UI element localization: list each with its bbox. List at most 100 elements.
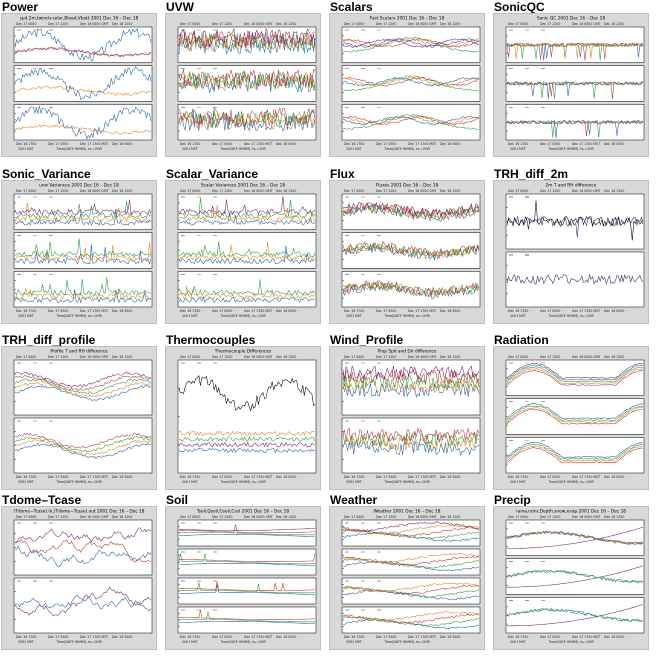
series-line (14, 66, 152, 100)
series-line (506, 442, 644, 458)
series-line (342, 204, 480, 221)
x-axis-label: Time(DATE HHMM), to.=2HR (383, 480, 430, 484)
bottom-tick-label: Dec 17 0500 (212, 142, 232, 146)
plot-title: Prop Spd and Dir difference (377, 349, 436, 355)
top-tick-label: Dec 18 0000 GMT (244, 355, 273, 359)
series-line (14, 242, 152, 262)
subplot-frame (177, 271, 317, 308)
series-line (15, 287, 152, 300)
bottom-tick-label: Dec 18 0500 (112, 142, 132, 146)
subplot-frame (13, 271, 153, 308)
top-tick-label: Dec 18 0000 GMT (80, 189, 109, 193)
plot-thumbnail[interactable]: Thermocouple Differences Dec 17 0000 Dec 1… (165, 346, 321, 490)
series-line (14, 85, 152, 96)
plot-thumbnail[interactable]: Prop Spd and Dir difference Dec 17 0000 De… (329, 346, 485, 490)
bottom-tick-label: Dec 18 0500 (276, 635, 296, 639)
plot-thumbnail[interactable]: 2m T and RH difference Dec 17 0000 Dec 17 … (493, 180, 649, 324)
top-tick-label: Dec 17 0000 (344, 189, 364, 193)
panel-scalars: Scalars Fast Scalars 2001 Dec 16 – Dec 18… (328, 0, 490, 165)
plot-thumbnail[interactable]: raina,rainr,Depth.snow,evap 2001 Dec 16 … (493, 506, 649, 650)
bottom-tick-label: Dec 16 1700 (180, 142, 200, 146)
x-axis-label: Time(DATE HHMM), to.=2HR (547, 314, 594, 318)
panel-sonic-variance: Sonic_Variance uvw Variances 2001 Dec 16 … (0, 167, 162, 332)
series-line (178, 241, 316, 261)
plot-thumbnail[interactable]: Profile T and RH difference Dec 17 0000 De… (1, 346, 157, 490)
top-tick-label: Dec 18 1200 (112, 189, 132, 193)
top-tick-label: Dec 17 0000 (16, 189, 36, 193)
panel-radiation: Radiation Dec 17 0000 Dec 17 1200 Dec 18 00… (492, 333, 654, 498)
top-tick-label: Dec 17 0000 (16, 355, 36, 359)
plot-thumbnail[interactable]: Fast Scalars 2001 Dec 16 – Dec 18 Dec 17 … (329, 13, 485, 157)
panel-title: Scalar_Variance (166, 167, 259, 181)
top-tick-label: Dec 17 1200 (540, 355, 560, 359)
plot-image: Prop Spd and Dir difference Dec 17 0000 De… (341, 349, 481, 484)
plot-thumbnail[interactable]: Dec 17 0000 Dec 17 1200 Dec 18 0000 GMT Dec… (165, 13, 321, 157)
x-axis-label: Time(DATE HHMM), to.=2HR (219, 640, 266, 644)
top-tick-label: Dec 17 0000 (180, 355, 200, 359)
bottom-tick-label: Dec 17 1700 MST (244, 142, 272, 146)
series-line (342, 76, 480, 87)
series-line (14, 238, 152, 258)
year-label: 2001 MST (346, 480, 362, 484)
panel-precip: Precip raina,rainr,Depth.snow,evap 2001 D… (492, 493, 654, 658)
series-line (178, 107, 316, 127)
plot-image: 2m T and RH difference Dec 17 0000 Dec 17 … (505, 183, 645, 318)
plot-thumbnail[interactable]: spd.2m,twind+solar,Bload,Vbatt 2001 Dec … (1, 13, 157, 157)
series-line (342, 587, 480, 598)
top-tick-label: Dec 18 0000 GMT (572, 355, 601, 359)
plot-thumbnail[interactable]: Fluxes 2001 Dec 16 – Dec 18 Dec 17 0000 De… (329, 180, 485, 324)
series-line (506, 569, 644, 584)
series-line (342, 436, 480, 451)
year-label: 2001 MST (182, 314, 198, 318)
top-tick-label: Dec 17 1200 (48, 22, 68, 26)
series-line (342, 243, 480, 260)
top-tick-label: Dec 17 1200 (376, 355, 396, 359)
series-line (342, 552, 480, 563)
subplot-frame (177, 232, 317, 269)
plot-thumbnail[interactable]: Sonic QC 2001 Dec 16 – Dec 18 Dec 17 0000… (493, 13, 649, 157)
plot-thumbnail[interactable]: Weather 2001 Dec 16 – Dec 18 Dec 17 0000 D… (329, 506, 485, 650)
plot-thumbnail[interactable]: Tsoil,Qsoil,Gsoil,Cvsl 2001 Dec 16 – Dec… (165, 506, 321, 650)
series-line (342, 584, 480, 596)
bottom-tick-label: Dec 17 0500 (376, 635, 396, 639)
panel-soil: Soil Tsoil,Qsoil,Gsoil,Cvsl 2001 Dec 16 –… (164, 493, 326, 658)
subplot-frame (13, 65, 153, 102)
panel-power: Power spd.2m,twind+solar,Bload,Vbatt 2001… (0, 0, 162, 165)
bottom-tick-label: Dec 18 0500 (440, 475, 460, 479)
top-tick-label: Dec 17 0000 (344, 22, 364, 26)
top-tick-label: Dec 17 1200 (212, 189, 232, 193)
series-line (14, 244, 152, 265)
bottom-tick-label: Dec 17 1700 MST (80, 142, 108, 146)
year-label: 2001 MST (18, 480, 34, 484)
bottom-tick-label: Dec 17 1700 MST (408, 309, 436, 313)
series-line (506, 607, 644, 623)
bottom-tick-label: Dec 17 0500 (48, 635, 68, 639)
bottom-tick-label: Dec 16 1700 (344, 309, 364, 313)
top-tick-label: Dec 17 0000 (508, 22, 528, 26)
bottom-tick-label: Dec 17 1700 MST (572, 142, 600, 146)
plot-thumbnail[interactable]: Scalar Variances 2001 Dec 16 – Dec 18 Dec… (165, 180, 321, 324)
plot-thumbnail[interactable]: uvw Variances 2001 Dec 16 – Dec 18 Dec 17… (1, 180, 157, 324)
bottom-tick-label: Dec 16 1700 (16, 309, 36, 313)
plot-thumbnail[interactable]: Dec 17 0000 Dec 17 1200 Dec 18 0000 GMT Dec… (493, 346, 649, 490)
plot-title: Sonic QC 2001 Dec 16 – Dec 18 (537, 16, 605, 22)
series-line (14, 46, 152, 58)
plot-title: uvw Variances 2001 Dec 16 – Dec 18 (39, 183, 119, 189)
subplot-frame (505, 437, 645, 474)
panel-uvw: UVW Dec 17 0000 Dec 17 1200 Dec 18 0000 GMT… (164, 0, 326, 165)
bottom-tick-label: Dec 17 1700 MST (80, 309, 108, 313)
series-line (14, 371, 152, 388)
series-line (506, 407, 644, 423)
plot-image: (Tdome−Tcase).in,(Tdome−Tcase).out 2001 … (14, 509, 153, 644)
year-label: 2001 MST (346, 314, 362, 318)
series-line (178, 245, 316, 265)
series-line (179, 552, 316, 562)
year-label: 2001 MST (510, 480, 526, 484)
series-line (342, 369, 480, 385)
panel-weather: Weather Weather 2001 Dec 16 – Dec 18 Dec 1… (328, 493, 490, 658)
series-line (178, 447, 316, 454)
top-tick-label: Dec 18 1200 (440, 189, 460, 193)
plot-thumbnail[interactable]: (Tdome−Tcase).in,(Tdome−Tcase).out 2001 … (1, 506, 157, 650)
year-label: 2001 MST (18, 314, 34, 318)
top-tick-label: Dec 17 1200 (48, 515, 68, 519)
